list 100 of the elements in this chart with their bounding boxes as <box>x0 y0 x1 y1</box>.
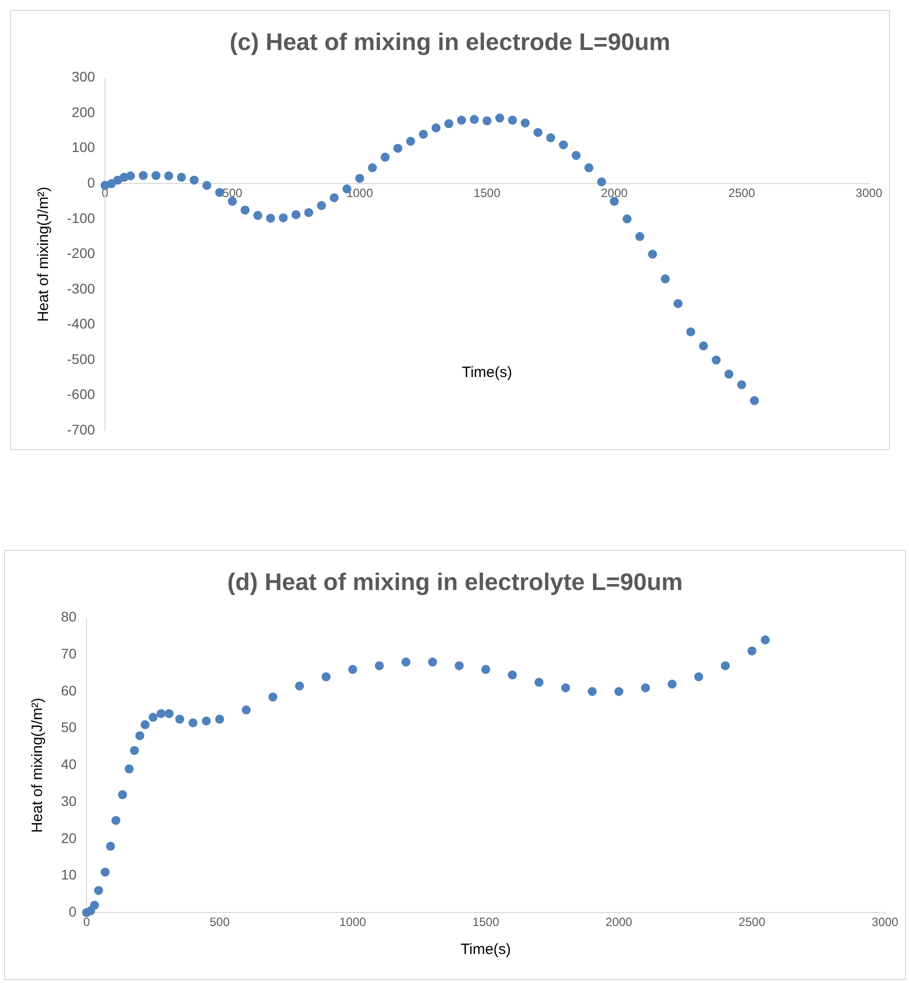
point <box>100 868 110 877</box>
x-tick-label: 2500 <box>738 915 766 930</box>
y-tick-label: -400 <box>66 316 96 332</box>
point <box>584 163 594 172</box>
y-tick-label: -600 <box>66 386 96 402</box>
point <box>588 687 597 696</box>
point <box>750 396 759 406</box>
point <box>508 116 517 125</box>
point <box>760 635 770 644</box>
point <box>266 214 276 223</box>
x-tick-label: 2000 <box>606 915 633 930</box>
x-tick-label: 2500 <box>728 186 756 200</box>
point <box>454 661 464 670</box>
point <box>712 356 721 365</box>
point <box>418 130 428 139</box>
point <box>520 118 530 128</box>
point <box>495 114 504 123</box>
y-tick-label: 50 <box>60 719 77 736</box>
point <box>508 670 517 680</box>
point <box>694 672 704 682</box>
y-tick-label: -500 <box>66 350 96 367</box>
point <box>457 116 466 125</box>
y-tick-label: 0 <box>68 903 77 920</box>
point <box>533 128 542 137</box>
y-tick-label: 70 <box>60 646 77 662</box>
point <box>432 123 441 132</box>
point <box>393 144 402 153</box>
point <box>190 176 199 185</box>
y-tick-label: 200 <box>72 104 96 120</box>
x-axis-title: Time(s) <box>462 364 512 382</box>
point <box>428 658 438 667</box>
point <box>355 174 364 183</box>
point <box>380 152 390 162</box>
point <box>747 646 756 656</box>
point <box>614 687 624 696</box>
point <box>348 664 358 674</box>
y-tick-label: -300 <box>66 280 96 296</box>
x-tick-label: 1500 <box>472 915 500 930</box>
point <box>126 171 135 180</box>
point <box>481 664 490 674</box>
point <box>406 136 416 146</box>
point <box>111 816 120 825</box>
point <box>240 206 250 215</box>
point <box>135 731 144 740</box>
point <box>698 341 708 350</box>
point <box>202 180 212 190</box>
point <box>156 709 166 718</box>
point <box>572 150 581 160</box>
x-tick-label: 2000 <box>600 186 628 200</box>
point <box>294 681 304 690</box>
point <box>106 842 116 851</box>
point <box>164 171 174 180</box>
point <box>635 232 644 242</box>
point <box>322 672 331 682</box>
point <box>278 213 288 222</box>
x-tick-label: 3000 <box>856 186 883 200</box>
x-axis-title: Time(s) <box>460 941 511 958</box>
x-tick-label: 1000 <box>339 915 366 930</box>
point <box>176 172 186 182</box>
point <box>368 163 377 172</box>
point <box>720 661 730 670</box>
y-tick-label: -100 <box>66 210 96 226</box>
chart-title: (d) Heat of mixing in electrolyte L=90um <box>227 569 683 596</box>
point <box>215 714 224 724</box>
x-tick-label: 500 <box>222 186 243 200</box>
point <box>90 900 100 910</box>
y-tick-label: 10 <box>60 866 77 883</box>
y-tick-label: 60 <box>60 682 77 698</box>
y-tick-label: 80 <box>60 608 77 625</box>
x-tick-label: 500 <box>210 915 230 930</box>
point <box>330 193 339 202</box>
point <box>292 210 301 220</box>
chart-title: (c) Heat of mixing in electrode L=90um <box>230 29 670 56</box>
point <box>304 208 314 218</box>
point <box>640 683 650 692</box>
x-tick-label: 1500 <box>474 186 501 200</box>
point <box>648 250 658 259</box>
point <box>140 720 150 730</box>
point <box>94 886 104 895</box>
point <box>674 299 683 308</box>
point <box>686 327 696 336</box>
point <box>118 790 127 800</box>
point <box>138 171 148 180</box>
point <box>546 133 556 142</box>
y-tick-label: 100 <box>72 139 96 156</box>
y-axis-title: Heat of mixing(J/m²) <box>29 698 46 833</box>
point <box>106 179 116 188</box>
point <box>202 716 211 726</box>
point <box>151 171 160 180</box>
point <box>622 214 632 224</box>
point <box>124 764 134 774</box>
x-tick-label: 3000 <box>872 915 899 930</box>
point <box>164 709 174 718</box>
point <box>188 718 198 728</box>
point <box>470 114 479 124</box>
point <box>660 274 670 284</box>
y-tick-label: -200 <box>66 245 96 262</box>
y-tick-label: 30 <box>60 792 77 809</box>
y-axis-title: Heat of mixing(J/m²) <box>35 186 52 322</box>
y-tick-label: 300 <box>72 68 96 85</box>
